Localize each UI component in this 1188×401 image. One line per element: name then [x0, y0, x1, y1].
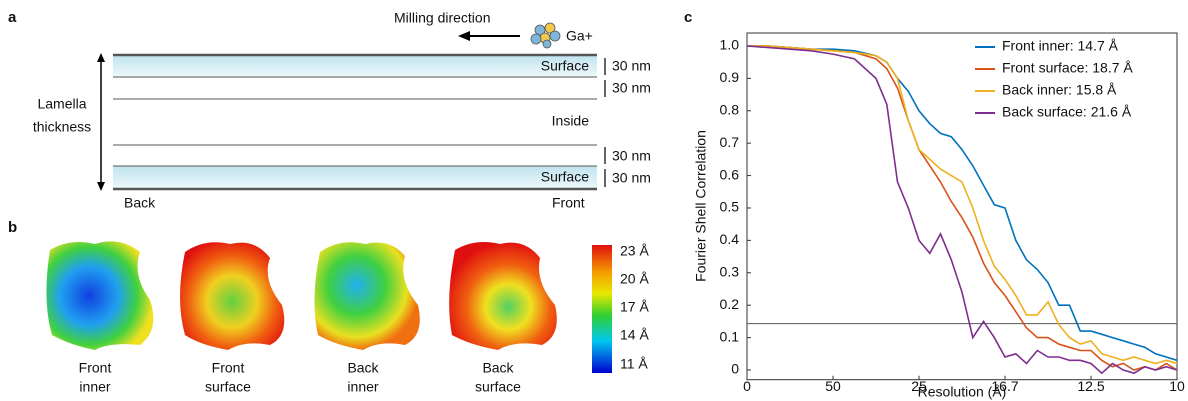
- colorbar-label: 17 Å: [620, 299, 649, 315]
- thickness-label: Lamella: [37, 96, 86, 112]
- y-tick-label: 0.1: [720, 328, 740, 344]
- surface-band: [113, 55, 597, 77]
- density-map: [180, 242, 285, 350]
- depth-label: 30 nm: [612, 58, 651, 74]
- panel-b: b Front inner Front surface Back inner B…: [8, 219, 649, 395]
- y-tick-label: 0.8: [720, 101, 740, 117]
- layer-label: Surface: [541, 58, 589, 74]
- y-tick-label: 0.3: [720, 263, 740, 279]
- milling-label: Milling direction: [394, 10, 490, 26]
- legend-label: Front surface: 18.7 Å: [1002, 60, 1133, 76]
- panel-label: a: [8, 9, 17, 26]
- density-map: [449, 242, 557, 350]
- x-tick-label: 50: [825, 378, 841, 394]
- depth-label: 30 nm: [612, 80, 651, 96]
- fsc-line: [747, 45, 1178, 365]
- map-label: Front: [212, 360, 245, 376]
- x-tick-label: 16.7: [991, 378, 1018, 394]
- map-label: Back: [482, 360, 514, 376]
- depth-label: 30 nm: [612, 170, 651, 186]
- panel-c: c Resolution (Å) Fourier Shell Correlati…: [684, 9, 1185, 400]
- legend-label: Front inner: 14.7 Å: [1002, 38, 1119, 54]
- surface-band: [113, 166, 597, 189]
- panel-a: a Milling direction Ga+ Lamella thicknes…: [8, 9, 651, 211]
- legend-label: Back inner: 15.8 Å: [1002, 82, 1117, 98]
- density-map: [314, 242, 420, 350]
- colorbar-label: 23 Å: [620, 243, 649, 259]
- y-tick-label: 0.2: [720, 296, 740, 312]
- panel-label: c: [684, 9, 692, 26]
- layer-label: Surface: [541, 169, 589, 185]
- density-map: [46, 241, 154, 350]
- ion-label: Ga+: [566, 28, 593, 44]
- y-tick-label: 0.9: [720, 69, 740, 85]
- side-label: Back: [124, 195, 156, 211]
- colorbar-label: 14 Å: [620, 327, 649, 343]
- arrow-head: [458, 31, 470, 41]
- x-tick-label: 25: [911, 378, 927, 394]
- thickness-label: thickness: [33, 119, 91, 135]
- y-tick-label: 0.4: [720, 231, 740, 247]
- map-label: Front: [79, 360, 112, 376]
- colorbar: [592, 245, 612, 373]
- colorbar-label: 20 Å: [620, 271, 649, 287]
- map-label: inner: [347, 379, 378, 395]
- ion-cluster: [530, 22, 561, 49]
- layer-label: Inside: [552, 113, 590, 129]
- y-axis-label: Fourier Shell Correlation: [693, 130, 709, 282]
- plot-frame: [746, 32, 1178, 381]
- layer-lines: [113, 53, 597, 191]
- panel-label: b: [8, 219, 17, 236]
- side-label: Front: [552, 195, 585, 211]
- depth-label: 30 nm: [612, 148, 651, 164]
- x-tick-label: 0: [743, 378, 751, 394]
- x-tick-label: 10: [1169, 378, 1185, 394]
- legend-label: Back surface: 21.6 Å: [1002, 104, 1132, 120]
- y-tick-label: 1.0: [720, 37, 740, 53]
- map-label: Back: [347, 360, 379, 376]
- colorbar-label: 11 Å: [620, 356, 648, 372]
- fsc-line: [746, 45, 1178, 375]
- y-tick-label: 0.7: [720, 134, 740, 150]
- y-tick-label: 0.6: [720, 166, 740, 182]
- x-axis-label: Resolution (Å): [918, 384, 1007, 400]
- y-tick-label: 0.5: [720, 199, 740, 215]
- map-label: inner: [79, 379, 110, 395]
- y-tick-label: 0: [731, 361, 739, 377]
- x-tick-label: 12.5: [1077, 378, 1104, 394]
- map-label: surface: [475, 379, 521, 395]
- map-label: surface: [205, 379, 251, 395]
